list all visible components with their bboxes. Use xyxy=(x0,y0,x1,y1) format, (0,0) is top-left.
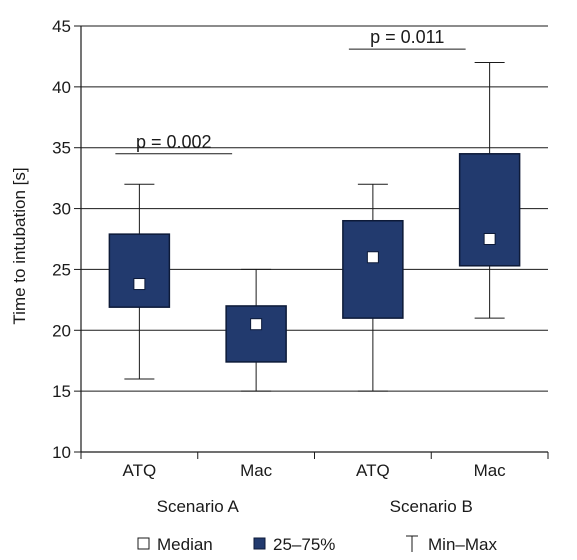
box-0 xyxy=(108,183,171,380)
y-tick-label-15: 15 xyxy=(52,382,71,401)
median-marker-1 xyxy=(250,318,263,331)
legend-box-symbol xyxy=(253,537,266,550)
y-tick-label-20: 20 xyxy=(52,321,71,340)
y-tick-label-45: 45 xyxy=(52,17,71,36)
iqr-box-0 xyxy=(108,233,171,308)
box-2 xyxy=(342,183,404,392)
iqr-box-3 xyxy=(458,153,521,267)
y-tick-label-40: 40 xyxy=(52,78,71,97)
median-marker-3 xyxy=(483,233,496,245)
group-label-0: Scenario A xyxy=(157,497,240,516)
y-tick-label-30: 30 xyxy=(52,200,71,219)
legend-item-2: Min–Max xyxy=(406,535,497,554)
x-tick-label-1: Mac xyxy=(240,461,273,480)
legend-median-symbol xyxy=(137,537,150,550)
y-tick-label-10: 10 xyxy=(52,443,71,462)
y-axis-label: Time to intubation [s] xyxy=(10,167,29,324)
legend-label-1: 25–75% xyxy=(273,535,335,554)
group-label-1: Scenario B xyxy=(390,497,473,516)
iqr-box-2 xyxy=(342,219,404,319)
annotation-text-1: p = 0.011 xyxy=(370,27,444,47)
legend-item-1: 25–75% xyxy=(253,535,335,554)
legend-label-0: Median xyxy=(157,535,213,554)
x-tick-label-3: Mac xyxy=(474,461,507,480)
median-marker-2 xyxy=(366,251,379,264)
median-marker-0 xyxy=(133,278,146,291)
box-3 xyxy=(458,62,521,319)
y-tick-label-35: 35 xyxy=(52,139,71,158)
legend: Median 25–75% Min–Max xyxy=(137,535,497,554)
legend-label-2: Min–Max xyxy=(428,535,497,554)
annotation-text-0: p = 0.002 xyxy=(136,132,212,152)
x-tick-label-2: ATQ xyxy=(356,461,390,480)
significance-annotations: p = 0.002 p = 0.011 xyxy=(115,27,466,155)
x-tick-label-0: ATQ xyxy=(123,461,157,480)
y-tick-label-25: 25 xyxy=(52,260,71,279)
iqr-box-1 xyxy=(225,305,287,363)
box-1 xyxy=(225,268,287,392)
box-plot-marks xyxy=(108,62,521,392)
legend-item-0: Median xyxy=(137,535,213,554)
